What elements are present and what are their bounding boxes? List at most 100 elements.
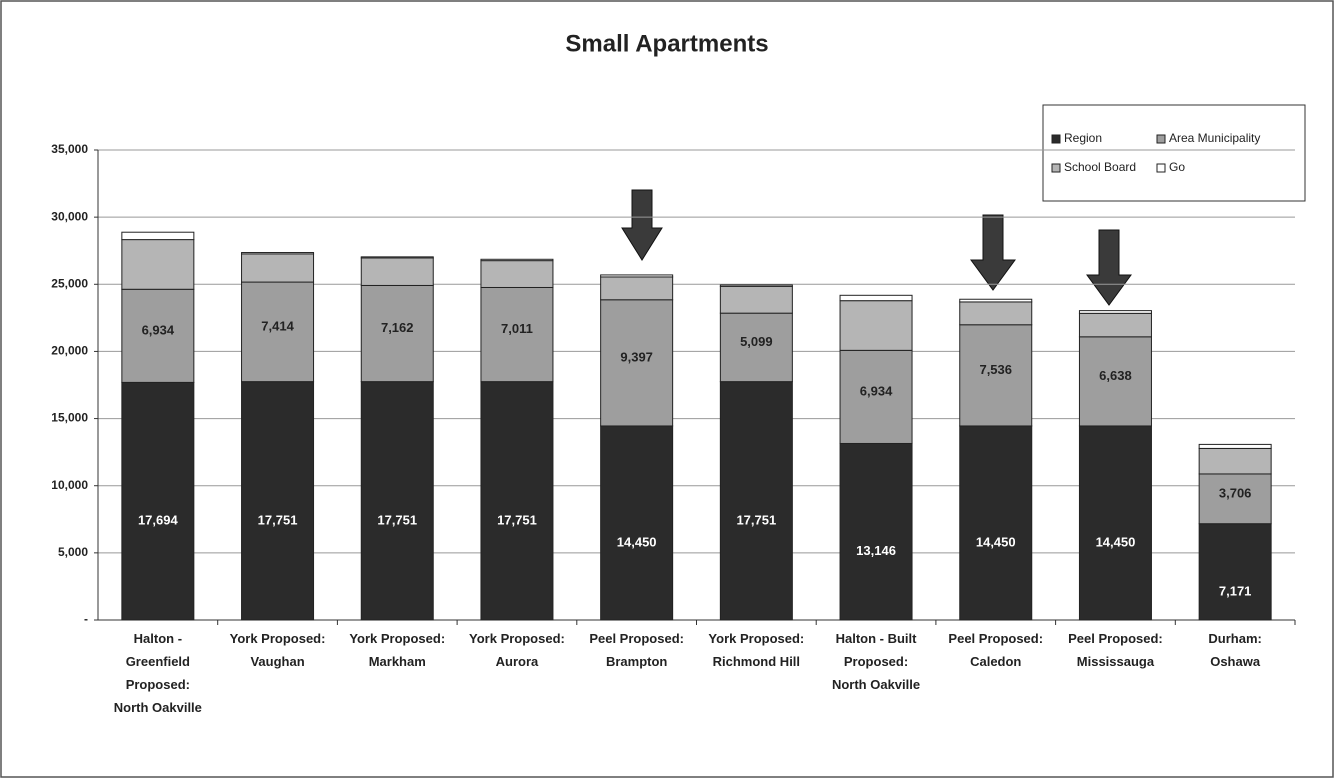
bar-segment: [1078, 312, 1152, 338]
x-tick-label-line: Proposed:: [126, 677, 190, 692]
data-label: 9,397: [620, 349, 653, 364]
data-label: 17,751: [497, 512, 537, 527]
x-tick-label-line: North Oakville: [114, 700, 202, 715]
bar-segment: [600, 299, 674, 427]
x-tick-label: York Proposed: Markham: [349, 631, 445, 669]
data-label: 5,099: [740, 334, 773, 349]
y-tick-label: 35,000: [51, 142, 88, 156]
data-label: 17,694: [138, 513, 179, 528]
data-label: 7,162: [381, 320, 414, 335]
data-label: 7,011: [501, 321, 533, 336]
bar-segment: [241, 253, 315, 283]
bar-segment: [719, 285, 793, 314]
data-label: 17,751: [377, 512, 417, 527]
x-tick-label-line: Peel Proposed:: [589, 631, 684, 646]
x-tick-label-line: Greenfield: [126, 654, 190, 669]
x-tick-label-line: Peel Proposed:: [948, 631, 1043, 646]
legend-swatch: [1051, 163, 1061, 173]
legend-swatch: [1156, 163, 1166, 173]
data-label: 17,751: [258, 512, 298, 527]
data-label: 7,414: [261, 318, 294, 333]
data-label: 14,450: [617, 534, 657, 549]
legend-label: Go: [1169, 160, 1185, 174]
bar-segment: [600, 425, 674, 621]
bar-segment: [241, 252, 315, 255]
bar-segment: [839, 300, 913, 351]
legend-box: [1042, 104, 1306, 202]
x-tick-label-line: Aurora: [496, 654, 539, 669]
x-tick-label-line: Brampton: [606, 654, 667, 669]
data-label: 13,146: [856, 543, 896, 558]
x-tick-label-line: Richmond Hill: [713, 654, 800, 669]
x-tick-label: Peel Proposed: Brampton: [589, 631, 684, 669]
x-tick-label-line: North Oakville: [832, 677, 920, 692]
legend-label: Area Municipality: [1169, 131, 1260, 145]
x-tick-label-line: Caledon: [970, 654, 1021, 669]
y-tick-label: -: [84, 612, 88, 626]
bar-segment: [1198, 523, 1272, 621]
arrow: [970, 214, 1016, 291]
x-tick-label: York Proposed: Vaughan: [230, 631, 326, 669]
x-tick-label-line: Proposed:: [844, 654, 908, 669]
bar-segment: [1078, 310, 1152, 314]
bar-segment: [839, 294, 913, 302]
bar-segment: [360, 381, 434, 621]
chart-title: Small Apartments: [565, 30, 768, 57]
bar-segment: [839, 442, 913, 621]
bar-segment: [360, 256, 434, 259]
bar-segment: [959, 425, 1033, 621]
bar-segment: [839, 349, 913, 444]
bar-segment: [719, 381, 793, 621]
x-tick-label: York Proposed: Richmond Hill: [708, 631, 804, 669]
data-label: 7,171: [1219, 583, 1252, 598]
bar-segment: [959, 298, 1033, 303]
bar-segment: [719, 284, 793, 287]
y-tick-label: 15,000: [51, 411, 88, 425]
data-label: 17,751: [736, 512, 776, 527]
bar-segment: [121, 239, 195, 290]
bar-segment: [480, 381, 554, 621]
x-tick-label-line: York Proposed:: [230, 631, 326, 646]
x-tick-label-line: York Proposed:: [469, 631, 565, 646]
y-tick-label: 10,000: [51, 478, 88, 492]
x-tick-label: Peel Proposed: Caledon: [948, 631, 1043, 669]
x-tick-label: Durham: Oshawa: [1208, 631, 1261, 669]
x-tick-label-line: Halton - Built: [836, 631, 918, 646]
bar-segment: [121, 381, 195, 621]
bar-segment: [121, 231, 195, 241]
x-tick-label-line: Durham:: [1208, 631, 1261, 646]
y-tick-label: 5,000: [58, 545, 88, 559]
data-label: 14,450: [976, 534, 1016, 549]
data-label: 6,934: [860, 383, 893, 398]
bar-segment: [1198, 443, 1272, 449]
x-tick-label-line: York Proposed:: [349, 631, 445, 646]
bar-segment: [1198, 447, 1272, 475]
legend-label: Region: [1064, 131, 1102, 145]
legend-swatch: [1051, 134, 1061, 144]
data-label: 3,706: [1219, 485, 1252, 500]
y-tick-label: 30,000: [51, 209, 88, 223]
legend-label: School Board: [1064, 160, 1136, 174]
bar-segment: [360, 284, 434, 383]
bar-segment: [480, 258, 554, 262]
arrow: [621, 189, 663, 261]
arrow: [1086, 229, 1132, 306]
y-tick-label: 25,000: [51, 276, 88, 290]
x-tick-label-line: Vaughan: [250, 654, 304, 669]
bar-segment: [480, 286, 554, 383]
x-tick-label-line: Markham: [369, 654, 426, 669]
data-label: 6,638: [1099, 368, 1132, 383]
x-tick-label: Halton - Greenfield Proposed: North Oakvill…: [114, 631, 202, 715]
bar-segment: [600, 274, 674, 278]
x-tick-label-line: Oshawa: [1210, 654, 1261, 669]
x-tick-label-line: Mississauga: [1077, 654, 1155, 669]
bar-segment: [600, 276, 674, 301]
bar-segment: [480, 260, 554, 288]
bar-segment: [241, 381, 315, 621]
bar-segment: [719, 312, 793, 383]
legend-swatch: [1156, 134, 1166, 144]
x-tick-label-line: Halton -: [134, 631, 182, 646]
x-tick-label: York Proposed: Aurora: [469, 631, 565, 669]
x-tick-label: Halton - Built Proposed: North Oakville: [832, 631, 920, 692]
